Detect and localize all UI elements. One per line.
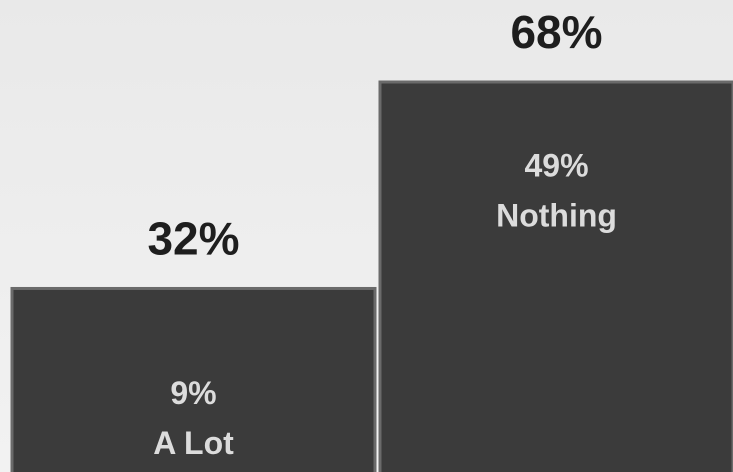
sub-value-label: 49% bbox=[524, 147, 588, 183]
sub-value-label: 9% bbox=[170, 375, 216, 411]
category-label: A Lot bbox=[153, 425, 234, 461]
value-label: 68% bbox=[510, 6, 602, 58]
value-label: 32% bbox=[147, 213, 239, 265]
bar bbox=[378, 80, 733, 472]
category-label: Nothing bbox=[496, 197, 617, 233]
bar bbox=[10, 286, 377, 472]
